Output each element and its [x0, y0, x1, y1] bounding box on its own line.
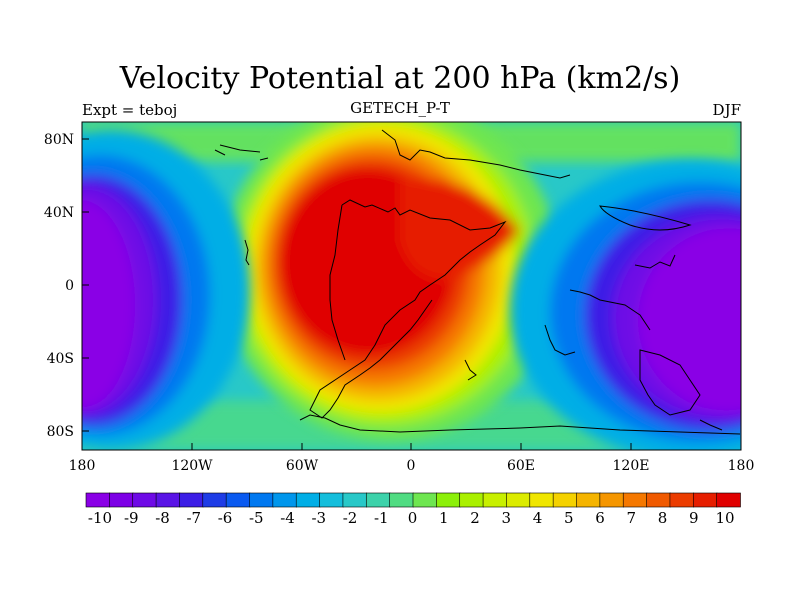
colorbar-swatch	[482, 492, 508, 508]
colorbar-label: 7	[626, 509, 636, 527]
colorbar-swatch	[272, 492, 298, 508]
colorbar-label: 1	[439, 509, 449, 527]
colorbar-swatch	[155, 492, 181, 508]
colorbar	[85, 492, 741, 508]
colorbar-swatch	[459, 492, 484, 508]
colorbar-swatch	[109, 492, 134, 508]
colorbar-label: -9	[124, 509, 139, 527]
colorbar-swatch	[85, 492, 111, 508]
axis-ticks	[81, 138, 742, 450]
colorbar-swatch	[365, 492, 391, 508]
y-tick-label: 40S	[47, 351, 74, 367]
colorbar-swatch	[295, 492, 321, 508]
colorbar-label: -5	[249, 509, 264, 527]
colorbar-swatch	[225, 492, 251, 508]
colorbar-swatch	[622, 492, 648, 508]
season-label: DJF	[712, 101, 741, 119]
colorbar-labels: -10 -9 -8 -7 -6 -5 -4 -3 -2 -1 0 1 2 3 4 5 6 7 8 9 10	[88, 509, 735, 527]
colorbar-swatch	[436, 492, 461, 508]
colorbar-swatch	[202, 492, 227, 508]
colorbar-swatch	[576, 492, 601, 508]
y-tick-label: 0	[65, 278, 74, 294]
chart-title: Velocity Potential at 200 hPa (km2/s)	[119, 61, 681, 96]
colorbar-swatch	[599, 492, 625, 508]
y-tick-label: 40N	[44, 205, 74, 221]
x-tick-label: 180	[69, 458, 96, 474]
colorbar-swatch	[389, 492, 414, 508]
colorbar-swatch	[529, 492, 554, 508]
colorbar-swatch	[506, 492, 531, 508]
colorbar-label: 9	[689, 509, 699, 527]
colorbar-swatch	[716, 492, 741, 508]
colorbar-label: 10	[715, 509, 734, 527]
experiment-label: Expt = teboj	[82, 101, 178, 119]
colorbar-label: -3	[311, 509, 326, 527]
colorbar-label: 3	[501, 509, 511, 527]
velocity-potential-field	[82, 122, 741, 450]
colorbar-swatch	[646, 492, 671, 508]
colorbar-label: 5	[564, 509, 574, 527]
colorbar-swatch	[249, 492, 274, 508]
colorbar-swatch	[412, 492, 438, 508]
coastlines	[214, 129, 741, 435]
colorbar-label: -1	[374, 509, 389, 527]
y-tick-label: 80S	[47, 424, 74, 440]
x-tick-label: 120W	[171, 458, 213, 474]
colorbar-label: -4	[280, 509, 295, 527]
x-tick-label: 0	[407, 458, 416, 474]
colorbar-label: -8	[155, 509, 170, 527]
y-tick-label: 80N	[44, 132, 74, 148]
x-tick-label: 180	[728, 458, 755, 474]
colorbar-swatch	[132, 492, 157, 508]
colorbar-label: -7	[186, 509, 201, 527]
colorbar-label: -10	[88, 509, 112, 527]
x-tick-label: 120E	[613, 458, 650, 474]
colorbar-label: 8	[658, 509, 668, 527]
colorbar-label: -6	[218, 509, 233, 527]
colorbar-swatch	[669, 492, 695, 508]
colorbar-label: -2	[343, 509, 358, 527]
colorbar-swatch	[179, 492, 204, 508]
x-tick-label: 60W	[286, 458, 319, 474]
colorbar-label: 0	[408, 509, 418, 527]
colorbar-label: 6	[595, 509, 605, 527]
colorbar-swatch	[319, 492, 344, 508]
colorbar-swatch	[552, 492, 578, 508]
colorbar-swatch	[692, 492, 718, 508]
dataset-label: GETECH_P-T	[350, 99, 450, 117]
colorbar-swatch	[342, 492, 368, 508]
colorbar-label: 4	[533, 509, 543, 527]
colorbar-label: 2	[470, 509, 480, 527]
x-tick-label: 60E	[507, 458, 535, 474]
